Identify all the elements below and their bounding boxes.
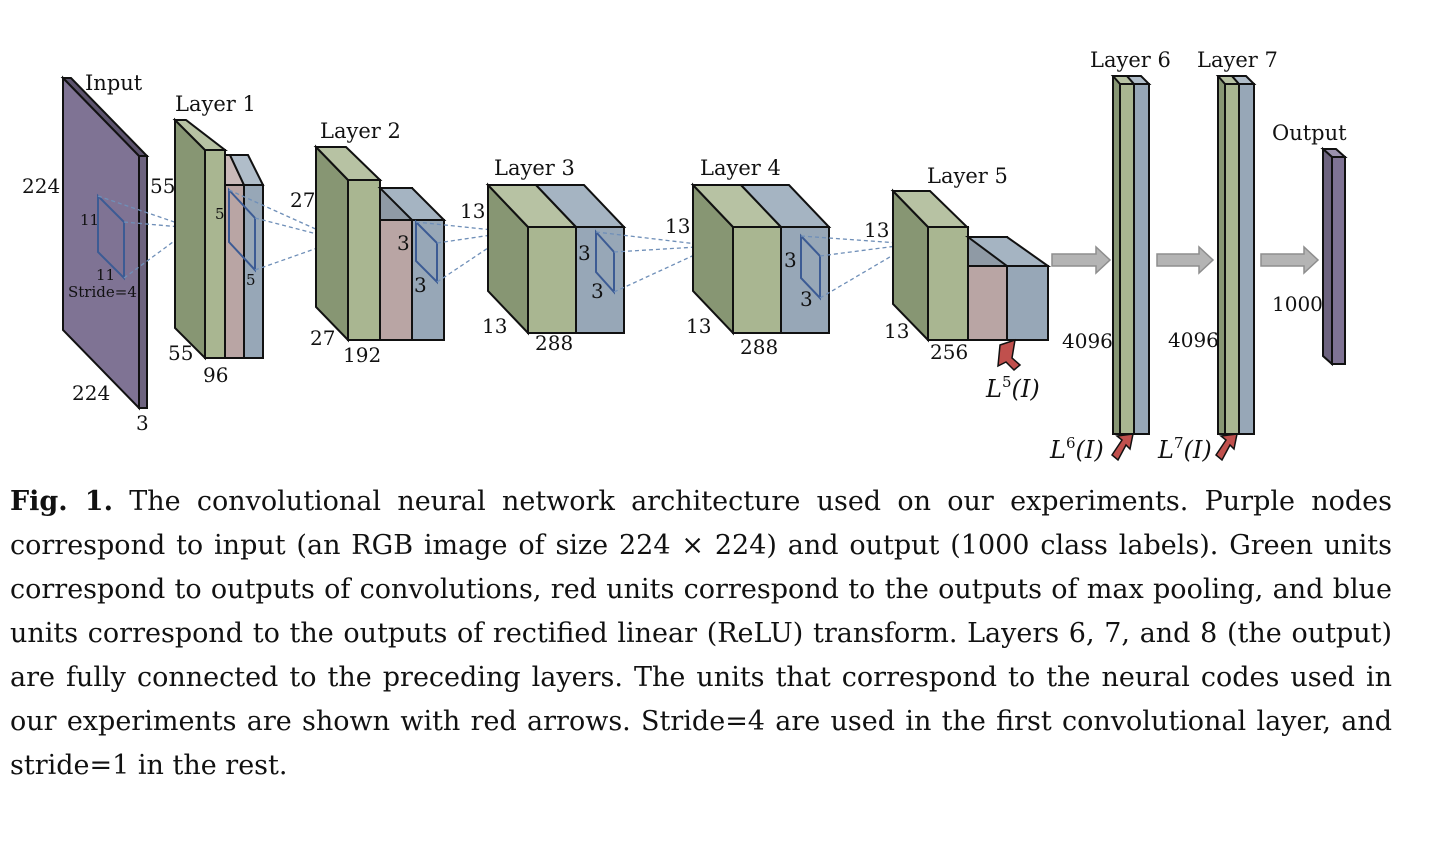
fc-arrow-1-icon <box>1051 245 1112 275</box>
figure-label: Fig. 1. <box>10 486 113 517</box>
layer2-block <box>313 144 447 343</box>
layer4-height: 13 <box>665 214 690 238</box>
code-arrow-l6-icon <box>1111 433 1134 462</box>
layer2-title: Layer 2 <box>320 119 401 143</box>
code-arrow-l7-icon <box>1215 433 1238 462</box>
layer1-kernel2: 5 <box>246 271 256 289</box>
layer4-block <box>690 182 832 336</box>
layer2-depth: 192 <box>343 343 381 367</box>
layer1-height: 55 <box>150 174 175 198</box>
code-label-l5: L5(I) <box>985 373 1040 403</box>
fc-arrow-2-icon <box>1156 245 1215 275</box>
layer5-height: 13 <box>864 218 889 242</box>
layer2-height: 27 <box>290 188 315 212</box>
output-size: 1000 <box>1272 292 1323 316</box>
output-block <box>1320 146 1348 367</box>
layer1-depth: 96 <box>203 363 228 387</box>
code-label-l6: L6(I) <box>1049 434 1104 464</box>
input-edge <box>138 155 148 409</box>
layer4-depth: 288 <box>740 335 778 359</box>
layer4-kernel2: 3 <box>800 287 813 311</box>
layer5-block <box>890 188 1052 343</box>
layer6-size: 4096 <box>1062 329 1113 353</box>
layer7-block <box>1215 75 1257 435</box>
layer1-kernel: 5 <box>215 205 225 223</box>
layer5-width: 13 <box>884 319 909 343</box>
figure-caption: Fig. 1. The convolutional neural network… <box>10 480 1392 788</box>
input-kernel-h: 11 <box>80 211 99 229</box>
caption-text: The convolutional neural network archite… <box>10 486 1392 781</box>
layer3-width: 13 <box>482 314 507 338</box>
layer1-title: Layer 1 <box>175 92 256 116</box>
layer1-width: 55 <box>168 341 193 365</box>
code-arrow-l5-icon <box>997 338 1022 372</box>
layer3-title: Layer 3 <box>494 156 575 180</box>
code-label-l7: L7(I) <box>1157 434 1212 464</box>
layer3-kernel: 3 <box>578 241 591 265</box>
layer5-depth: 256 <box>930 340 968 364</box>
input-width: 224 <box>72 381 110 405</box>
layer6-title: Layer 6 <box>1090 48 1171 72</box>
layer3-block <box>485 182 627 336</box>
layer3-depth: 288 <box>535 331 573 355</box>
layer7-title: Layer 7 <box>1197 48 1278 72</box>
layer1-block <box>172 117 265 361</box>
input-kernel-w: 11 <box>96 266 115 284</box>
input-title: Input <box>85 71 143 95</box>
input-front <box>62 75 140 411</box>
layer3-height: 13 <box>460 199 485 223</box>
layer3-kernel2: 3 <box>591 279 604 303</box>
input-depth: 3 <box>136 411 149 435</box>
layer2-width: 27 <box>310 326 335 350</box>
input-height: 224 <box>22 174 60 198</box>
layer2-kernel: 3 <box>397 231 410 255</box>
input-stride: Stride=4 <box>68 283 137 301</box>
layer4-kernel: 3 <box>784 248 797 272</box>
cnn-architecture-diagram: Input 224 224 3 11 11 Stride=4 Layer 1 5… <box>22 48 1348 464</box>
layer4-width: 13 <box>686 314 711 338</box>
layer7-size: 4096 <box>1168 328 1219 352</box>
layer5-title: Layer 5 <box>927 164 1008 188</box>
layer6-block <box>1110 75 1152 435</box>
layer4-title: Layer 4 <box>700 156 781 180</box>
input-block <box>60 75 150 411</box>
fc-arrow-3-icon <box>1260 245 1320 275</box>
layer2-kernel2: 3 <box>414 273 427 297</box>
output-title: Output <box>1272 121 1347 145</box>
